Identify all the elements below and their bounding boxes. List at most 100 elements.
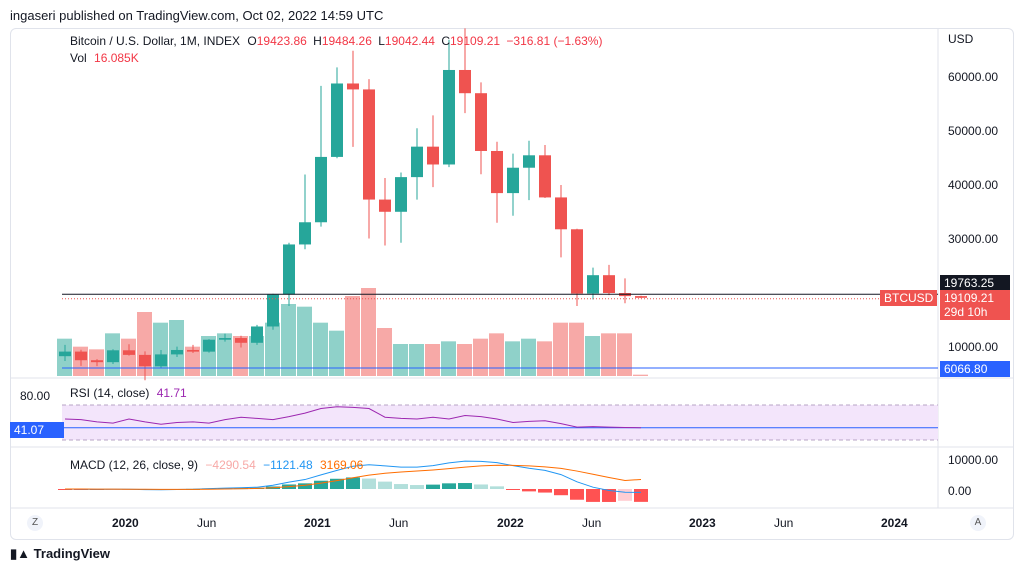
macd-histogram-bar <box>442 483 456 489</box>
macd-histogram-bar <box>346 477 360 489</box>
macd-tick: 10000.00 <box>948 453 999 467</box>
symbol-title[interactable]: Bitcoin / U.S. Dollar, 1M, INDEX <box>70 34 241 48</box>
candle-body <box>523 155 535 168</box>
zoom-reset-button[interactable]: Z <box>27 515 43 531</box>
candle-body <box>443 69 455 165</box>
volume-bar <box>521 338 536 376</box>
macd-histogram-bar <box>490 486 504 489</box>
candle-body <box>603 275 615 293</box>
ohlc-low: 19042.44 <box>384 34 435 48</box>
macd-histogram-bar <box>506 489 520 490</box>
candle-body <box>283 244 295 295</box>
ohlc-low-label: L <box>378 34 385 48</box>
volume-bar <box>457 344 472 376</box>
macd-histogram-bar <box>474 484 488 489</box>
tradingview-logo-icon: ▮▲ <box>10 546 31 561</box>
chart-frame <box>10 28 1014 540</box>
candle-body <box>395 177 407 212</box>
macd-histogram-bar <box>394 484 408 489</box>
macd-histogram-bar <box>538 489 552 493</box>
volume-bar <box>361 288 376 376</box>
auto-scale-button[interactable]: A <box>970 515 986 531</box>
time-tick: Jun <box>582 516 602 530</box>
volume-bar <box>265 322 280 376</box>
currency-label: USD <box>948 32 974 46</box>
macd-histogram-bar <box>298 483 312 489</box>
candle-body <box>539 155 551 198</box>
volume-bar <box>505 341 520 376</box>
candle-body <box>331 83 343 157</box>
candle-body <box>427 146 439 165</box>
tradingview-logo[interactable]: ▮▲ TradingView <box>10 546 110 562</box>
macd-histogram-bar <box>586 489 600 502</box>
ohlc-open: 19423.86 <box>256 34 307 48</box>
tradingview-brand: TradingView <box>33 546 110 561</box>
price-tick: 60000.00 <box>948 70 999 84</box>
candle-body <box>475 93 487 151</box>
volume-bar <box>601 333 616 376</box>
line-price-tag: 6066.80 <box>940 361 1010 377</box>
volume-bar <box>121 338 136 376</box>
candle-body <box>59 351 71 357</box>
price-tick: 30000.00 <box>948 232 999 246</box>
volume-bar <box>281 304 296 376</box>
candle-body <box>107 350 119 363</box>
macd-signal-value: 3169.06 <box>319 458 364 472</box>
last-price-tag: 19109.21 <box>940 290 1010 306</box>
publisher-header: ingaseri published on TradingView.com, O… <box>10 8 384 23</box>
rsi-level-label: 80.00 <box>20 389 51 403</box>
volume-bar <box>553 322 568 376</box>
candle-body <box>251 326 263 343</box>
candle-body <box>91 360 103 363</box>
macd-signal-line <box>64 464 642 490</box>
price-tick: 40000.00 <box>948 178 999 192</box>
rsi-title[interactable]: RSI (14, close) <box>70 386 150 400</box>
volume-bar <box>569 322 584 376</box>
time-tick: 2020 <box>112 516 139 530</box>
candle-body <box>363 89 375 200</box>
rsi-value: 41.71 <box>156 386 187 400</box>
rsi-value-tag: 41.07 <box>10 422 64 438</box>
volume-label[interactable]: Vol <box>70 51 87 65</box>
candle-body <box>571 229 583 294</box>
volume-bar <box>473 338 488 376</box>
candle-body <box>315 156 327 223</box>
time-tick: 2022 <box>497 516 524 530</box>
ohlc-close-label: C <box>441 34 450 48</box>
price-tick: 50000.00 <box>948 124 999 138</box>
macd-title[interactable]: MACD (12, 26, close, 9) <box>70 458 199 472</box>
volume-bar <box>585 336 600 376</box>
candle-body <box>347 83 359 90</box>
rsi-legend: RSI (14, close) 41.71 <box>70 386 187 400</box>
volume-bar <box>393 344 408 376</box>
rsi-band <box>62 405 938 440</box>
rsi-line <box>64 406 642 429</box>
candle-body <box>139 354 151 367</box>
candle-body <box>235 338 247 343</box>
candle-body <box>555 197 567 230</box>
macd-line-value: −1121.48 <box>263 458 313 472</box>
candle-body <box>171 349 183 355</box>
macd-legend: MACD (12, 26, close, 9) −4290.54 −1121.4… <box>70 458 363 472</box>
candle-body <box>203 339 215 352</box>
price-tick: 10000.00 <box>948 340 999 354</box>
ohlc-high: 19484.26 <box>321 34 372 48</box>
candle-body <box>267 294 279 327</box>
last-high-tag: 19763.25 <box>940 275 1010 291</box>
macd-histogram-bar <box>602 489 616 502</box>
macd-histogram-bar <box>426 484 440 489</box>
candle-body <box>587 275 599 294</box>
ohlc-close: 19109.21 <box>450 34 501 48</box>
macd-hist-value: −4290.54 <box>205 458 256 472</box>
macd-histogram-bar <box>634 489 648 502</box>
volume-bar <box>617 333 632 376</box>
candle-body <box>299 222 311 245</box>
time-tick: 2024 <box>881 516 908 530</box>
macd-tick: 0.00 <box>948 484 972 498</box>
macd-histogram-bar <box>410 485 424 489</box>
volume-bar <box>217 333 232 376</box>
volume-bar <box>441 341 456 376</box>
volume-legend: Vol 16.085K <box>70 51 139 65</box>
volume-bar <box>425 344 440 376</box>
